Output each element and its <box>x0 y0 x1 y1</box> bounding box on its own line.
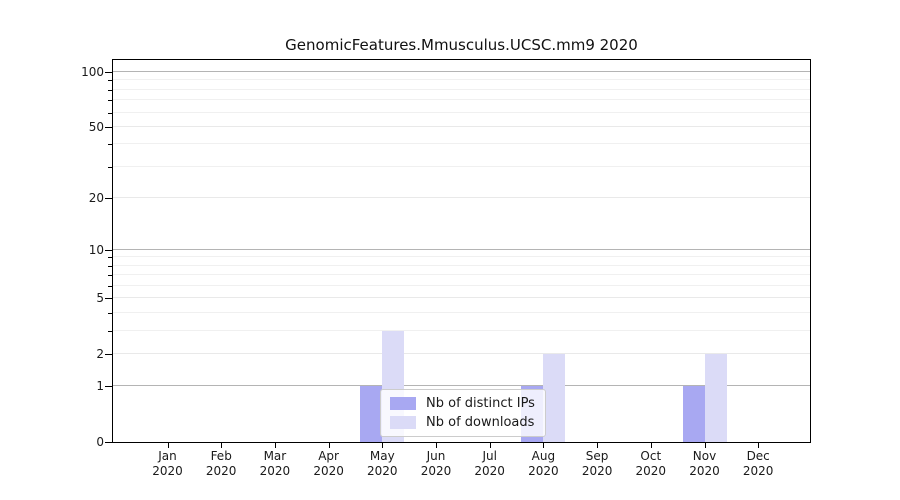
bar-nov-ips <box>682 386 705 442</box>
gridline-1 <box>113 385 810 387</box>
x-tick-label-apr: Apr 2020 <box>313 449 344 478</box>
x-tick-label-oct: Oct 2020 <box>635 449 667 478</box>
gridline-100 <box>113 71 810 73</box>
minor-gridline-6 <box>113 285 810 287</box>
minor-gridline-9 <box>113 256 810 258</box>
x-tick-label-dec: Dec 2020 <box>742 449 774 478</box>
minor-gridline-40 <box>113 143 810 145</box>
minor-gridline-7 <box>113 274 810 276</box>
y-tick-label-20: 20 <box>88 190 104 205</box>
x-tick-mark-mar <box>274 443 276 448</box>
legend-label-downloads: Nb of downloads <box>426 415 535 430</box>
y-minor-tick-60 <box>108 112 112 114</box>
x-tick-mark-dec <box>758 443 760 448</box>
minor-gridline-4 <box>113 312 810 314</box>
y-tick-mark-5 <box>105 298 112 300</box>
y-tick-mark-2 <box>105 353 112 355</box>
gridline-5 <box>113 297 810 299</box>
minor-gridline-70 <box>113 99 810 101</box>
y-minor-tick-8 <box>108 265 112 267</box>
minor-gridline-30 <box>113 165 810 167</box>
y-tick-label-2: 2 <box>96 346 104 361</box>
x-tick-label-mar: Mar 2020 <box>259 449 291 478</box>
y-minor-tick-90 <box>108 80 112 82</box>
y-minor-tick-80 <box>108 89 112 91</box>
x-tick-mark-jun <box>436 443 437 448</box>
minor-gridline-80 <box>113 88 810 90</box>
y-minor-tick-30 <box>108 166 112 168</box>
x-tick-label-jun: Jun 2020 <box>420 449 452 478</box>
legend-item-distinct-ips: Nb of distinct IPs <box>390 396 535 411</box>
minor-gridline-8 <box>113 264 810 266</box>
minor-gridline-60 <box>113 111 810 113</box>
legend-label-distinct-ips: Nb of distinct IPs <box>426 396 535 411</box>
x-tick-mark-feb <box>221 443 223 448</box>
x-tick-mark-jan <box>167 443 169 448</box>
y-minor-tick-70 <box>108 100 112 102</box>
y-tick-mark-100 <box>105 72 112 74</box>
gridline-2 <box>113 352 810 354</box>
y-minor-tick-3 <box>108 330 112 332</box>
x-tick-mark-oct <box>650 443 652 448</box>
x-tick-label-jul: Jul 2020 <box>474 449 505 478</box>
y-tick-mark-10 <box>105 249 112 251</box>
gridline-20 <box>113 196 810 198</box>
y-tick-label-1: 1 <box>96 379 104 394</box>
y-tick-mark-1 <box>105 386 112 388</box>
y-minor-tick-4 <box>108 313 112 314</box>
legend-swatch-downloads <box>390 416 416 429</box>
bar-may-ips <box>360 386 383 442</box>
bar-aug-downloads <box>543 353 566 442</box>
plot-area: Nb of distinct IPs Nb of downloads <box>112 59 811 443</box>
x-tick-mark-sep <box>597 443 599 448</box>
y-minor-tick-7 <box>108 275 112 277</box>
gridline-50 <box>113 125 810 127</box>
x-tick-mark-may <box>382 443 384 448</box>
y-tick-mark-20 <box>105 197 112 199</box>
minor-gridline-3 <box>113 329 810 331</box>
x-tick-label-sep: Sep 2020 <box>581 449 613 478</box>
y-tick-label-10: 10 <box>88 242 104 257</box>
y-tick-label-0: 0 <box>96 435 104 449</box>
y-minor-tick-6 <box>108 286 112 288</box>
chart-title: GenomicFeatures.Mmusculus.UCSC.mm9 2020 <box>285 36 638 54</box>
y-minor-tick-40 <box>108 144 112 146</box>
bar-nov-downloads <box>704 353 727 442</box>
y-tick-label-50: 50 <box>88 119 104 134</box>
y-tick-mark-50 <box>105 126 112 128</box>
x-tick-mark-jul <box>489 443 491 448</box>
x-tick-label-nov: Nov 2020 <box>689 449 720 478</box>
x-tick-mark-nov <box>704 443 706 448</box>
x-tick-label-jan: Jan 2020 <box>152 449 183 478</box>
x-tick-label-may: May 2020 <box>367 449 398 478</box>
legend-swatch-distinct-ips <box>390 397 416 410</box>
legend-item-downloads: Nb of downloads <box>390 415 535 430</box>
y-tick-mark-0 <box>105 442 112 443</box>
minor-gridline-90 <box>113 79 810 81</box>
x-tick-mark-aug <box>543 443 545 448</box>
x-tick-mark-apr <box>328 443 330 448</box>
gridline-10 <box>113 248 810 250</box>
legend: Nb of distinct IPs Nb of downloads <box>380 389 546 437</box>
x-tick-label-feb: Feb 2020 <box>205 449 237 478</box>
x-tick-label-aug: Aug 2020 <box>528 449 559 478</box>
y-tick-label-5: 5 <box>96 291 104 306</box>
y-tick-label-100: 100 <box>81 65 104 80</box>
y-minor-tick-9 <box>108 257 112 259</box>
